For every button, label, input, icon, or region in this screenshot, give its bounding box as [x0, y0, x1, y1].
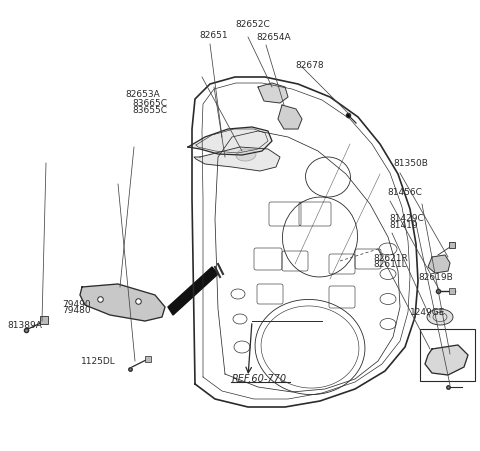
Text: 82678: 82678 — [295, 61, 324, 70]
Polygon shape — [168, 267, 218, 315]
Text: 81419: 81419 — [390, 220, 419, 229]
Text: 82621R: 82621R — [373, 253, 408, 262]
Text: 81456C: 81456C — [387, 188, 422, 197]
Text: 79480: 79480 — [62, 306, 91, 315]
Polygon shape — [258, 84, 288, 104]
Text: 82651: 82651 — [199, 31, 228, 40]
Text: REF.60-770: REF.60-770 — [231, 373, 287, 383]
Polygon shape — [188, 128, 272, 156]
Polygon shape — [80, 285, 165, 321]
Text: 1249GE: 1249GE — [410, 308, 446, 317]
Ellipse shape — [427, 309, 453, 325]
Text: 82653A: 82653A — [126, 90, 160, 99]
Text: 82654A: 82654A — [257, 32, 291, 41]
Text: 79490: 79490 — [62, 299, 91, 308]
Polygon shape — [278, 106, 302, 130]
Text: 81389A: 81389A — [8, 320, 43, 329]
Text: 1125DL: 1125DL — [81, 356, 115, 365]
Polygon shape — [194, 147, 280, 172]
Text: 81429C: 81429C — [390, 214, 424, 223]
Text: 82611L: 82611L — [373, 260, 407, 269]
Polygon shape — [425, 345, 468, 375]
Ellipse shape — [236, 150, 256, 161]
Text: 82619B: 82619B — [419, 273, 453, 282]
Text: 81350B: 81350B — [394, 159, 429, 168]
Text: 82652C: 82652C — [235, 20, 270, 29]
Text: 83655C: 83655C — [132, 106, 168, 115]
Text: 83665C: 83665C — [132, 99, 168, 108]
Polygon shape — [428, 255, 450, 273]
